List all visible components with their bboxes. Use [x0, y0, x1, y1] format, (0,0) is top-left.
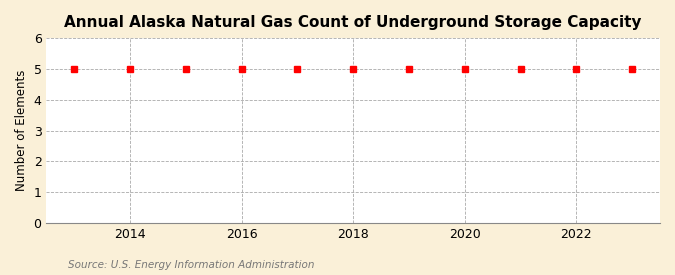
Title: Annual Alaska Natural Gas Count of Underground Storage Capacity: Annual Alaska Natural Gas Count of Under… [64, 15, 642, 30]
Y-axis label: Number of Elements: Number of Elements [15, 70, 28, 191]
Text: Source: U.S. Energy Information Administration: Source: U.S. Energy Information Administ… [68, 260, 314, 270]
